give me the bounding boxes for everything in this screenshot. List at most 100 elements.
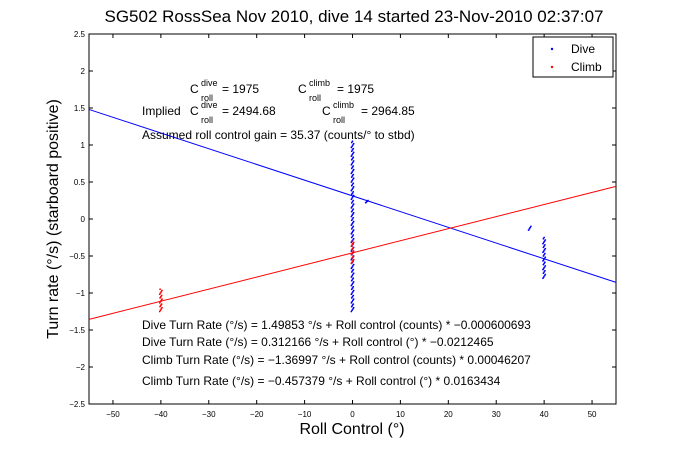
c-dive-base: C [190, 82, 199, 96]
x-tick-label: 50 [588, 410, 597, 419]
implied-climb-sup: climb [333, 100, 354, 110]
c-climb-sub: roll [309, 93, 321, 103]
point-climb [159, 288, 161, 291]
point-dive [352, 173, 355, 176]
point-dive [352, 303, 355, 305]
x-tick-label: 20 [444, 410, 453, 419]
point-dive [352, 165, 355, 167]
implied-dive-sup: dive [201, 100, 218, 110]
point-dive [352, 263, 355, 266]
point-dive [352, 306, 355, 309]
point-climb [352, 250, 355, 252]
legend-climb-label: Climb [571, 60, 602, 74]
implied-climb-sub: roll [333, 115, 345, 125]
point-dive [530, 225, 532, 228]
point-dive [544, 273, 547, 276]
implied-climb-value: = 2964.85 [361, 104, 415, 118]
point-dive [544, 261, 546, 264]
x-tick-label: 40 [540, 410, 549, 419]
point-dive [352, 272, 355, 275]
point-dive [544, 269, 546, 272]
y-tick-label: 2 [81, 67, 86, 76]
point-dive [544, 264, 547, 267]
climb-equation-degrees: Climb Turn Rate (°/s) = −0.457379 °/s + … [142, 374, 501, 388]
y-tick-label: −0.5 [69, 252, 85, 261]
x-tick-label: 10 [396, 410, 405, 419]
implied-prefix: Implied [142, 104, 181, 118]
point-dive [352, 281, 355, 283]
point-dive [352, 216, 355, 219]
point-dive [544, 244, 546, 246]
legend-climb-marker [550, 65, 554, 69]
x-axis-label: Roll Control (°) [299, 421, 404, 438]
annotation-c-dive: C dive roll = 1975 [190, 78, 259, 103]
fit-line-dive [88, 108, 617, 283]
point-dive [352, 208, 355, 211]
c-dive-sup: dive [201, 78, 218, 88]
point-dive [352, 229, 355, 232]
c-dive-sub: roll [201, 93, 213, 103]
dive-equation-degrees: Dive Turn Rate (°/s) = 0.312166 °/s + Ro… [142, 335, 494, 349]
point-dive [352, 182, 355, 185]
y-tick-label: 0 [81, 215, 86, 224]
point-climb [161, 289, 163, 292]
point-dive [544, 252, 546, 255]
x-tick-label: 0 [350, 410, 355, 419]
point-climb [161, 306, 163, 309]
point-dive [352, 268, 355, 271]
point-dive [352, 203, 355, 206]
legend-dive-label: Dive [571, 42, 595, 56]
point-dive [352, 160, 355, 162]
point-dive [352, 199, 355, 202]
y-tick-label: 1 [81, 141, 86, 150]
x-axis: −50 −40 −30 −20 −10 0 10 20 30 40 50 [106, 34, 597, 419]
y-tick-label: −1.5 [69, 326, 85, 335]
point-dive [352, 298, 355, 301]
y-axis-label: Turn rate (°/s) (starboard positive) [45, 99, 62, 339]
legend-box [532, 36, 614, 78]
point-climb [352, 246, 355, 249]
annotation-c-climb: C climb roll = 1975 [298, 78, 374, 103]
x-tick-label: −40 [154, 410, 168, 419]
point-dive [352, 190, 355, 193]
point-dive [544, 247, 547, 250]
legend-dive-marker [550, 47, 554, 51]
y-tick-label: 1.5 [74, 104, 86, 113]
point-dive [352, 168, 355, 171]
x-tick-label: −10 [298, 410, 312, 419]
point-dive [352, 220, 355, 223]
dive-equation-counts: Dive Turn Rate (°/s) = 1.49853 °/s + Rol… [142, 318, 531, 332]
point-climb [352, 258, 355, 261]
y-axis: −2.5 −2 −1.5 −1 −0.5 0 0.5 1 1.5 2 2.5 [69, 30, 616, 409]
point-dive [352, 225, 355, 228]
implied-climb-base: C [322, 104, 331, 118]
point-climb [352, 255, 355, 257]
point-dive [352, 186, 355, 188]
x-tick-label: −20 [250, 410, 264, 419]
implied-dive-base: C [190, 104, 199, 118]
point-climb [160, 294, 163, 297]
point-dive [367, 199, 369, 202]
climb-equation-counts: Climb Turn Rate (°/s) = −1.36997 °/s + R… [142, 353, 531, 367]
point-climb [160, 303, 163, 305]
legend: Dive Climb [532, 36, 614, 78]
c-dive-value: = 1975 [222, 82, 259, 96]
point-dive [352, 177, 355, 180]
point-dive [352, 285, 355, 288]
point-climb [350, 240, 353, 243]
x-tick-label: 30 [492, 410, 501, 419]
point-dive [352, 151, 355, 154]
y-tick-label: −2 [76, 363, 86, 372]
point-dive [352, 142, 355, 145]
x-tick-label: −30 [202, 410, 216, 419]
c-climb-base: C [298, 82, 307, 96]
point-dive [352, 277, 355, 280]
chart-title: SG502 RossSea Nov 2010, dive 14 started … [105, 7, 604, 26]
y-tick-label: 2.5 [74, 30, 86, 39]
point-dive [543, 236, 546, 239]
point-dive [352, 211, 355, 214]
c-climb-value: = 1975 [337, 82, 374, 96]
implied-dive-value: = 2494.68 [222, 104, 276, 118]
point-dive [544, 256, 547, 259]
